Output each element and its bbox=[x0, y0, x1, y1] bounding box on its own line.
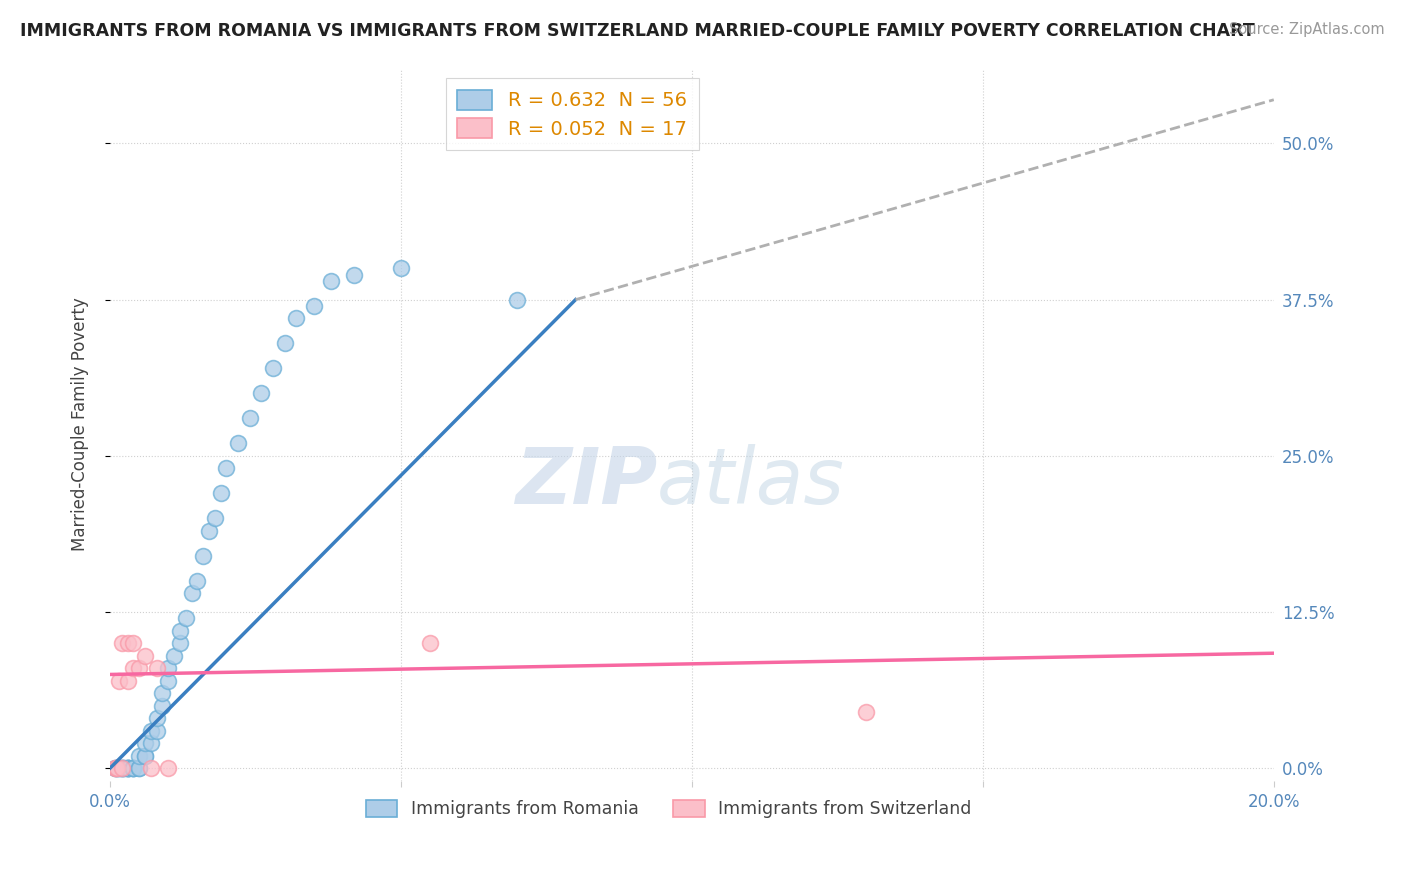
Point bbox=[117, 636, 139, 650]
Point bbox=[122, 636, 145, 650]
Point bbox=[134, 648, 156, 663]
Point bbox=[239, 411, 262, 425]
Point bbox=[180, 586, 202, 600]
Point bbox=[193, 549, 215, 563]
Point bbox=[204, 511, 226, 525]
Text: ZIP: ZIP bbox=[515, 443, 657, 519]
Point bbox=[145, 661, 167, 675]
Point bbox=[111, 761, 134, 775]
Point bbox=[105, 761, 128, 775]
Point bbox=[134, 748, 156, 763]
Point bbox=[302, 299, 325, 313]
Point bbox=[104, 761, 127, 775]
Point bbox=[157, 673, 180, 688]
Point bbox=[117, 673, 139, 688]
Point bbox=[157, 661, 180, 675]
Point bbox=[419, 636, 441, 650]
Point bbox=[139, 761, 162, 775]
Text: Source: ZipAtlas.com: Source: ZipAtlas.com bbox=[1229, 22, 1385, 37]
Point bbox=[152, 698, 174, 713]
Point bbox=[128, 761, 150, 775]
Point bbox=[186, 574, 208, 588]
Point bbox=[273, 336, 295, 351]
Point bbox=[250, 386, 273, 401]
Y-axis label: Married-Couple Family Poverty: Married-Couple Family Poverty bbox=[72, 298, 89, 551]
Point bbox=[122, 761, 145, 775]
Point bbox=[117, 761, 139, 775]
Point bbox=[107, 761, 129, 775]
Point bbox=[104, 761, 127, 775]
Point bbox=[139, 723, 162, 738]
Point bbox=[389, 261, 412, 276]
Point bbox=[105, 761, 128, 775]
Point bbox=[111, 761, 134, 775]
Point bbox=[111, 761, 134, 775]
Point bbox=[134, 736, 156, 750]
Point bbox=[117, 761, 139, 775]
Point bbox=[855, 705, 877, 719]
Point bbox=[152, 686, 174, 700]
Point bbox=[104, 761, 127, 775]
Point bbox=[111, 761, 134, 775]
Point bbox=[128, 761, 150, 775]
Point bbox=[128, 748, 150, 763]
Point bbox=[145, 711, 167, 725]
Point bbox=[226, 436, 249, 450]
Point bbox=[163, 648, 186, 663]
Point bbox=[209, 486, 232, 500]
Point bbox=[104, 761, 127, 775]
Point bbox=[169, 636, 191, 650]
Legend: Immigrants from Romania, Immigrants from Switzerland: Immigrants from Romania, Immigrants from… bbox=[359, 793, 979, 825]
Point bbox=[321, 274, 343, 288]
Point bbox=[343, 268, 366, 282]
Point bbox=[117, 761, 139, 775]
Point bbox=[157, 761, 180, 775]
Point bbox=[114, 761, 136, 775]
Point bbox=[122, 761, 145, 775]
Point bbox=[122, 761, 145, 775]
Point bbox=[107, 761, 129, 775]
Point bbox=[145, 723, 167, 738]
Point bbox=[117, 761, 139, 775]
Point bbox=[134, 748, 156, 763]
Point bbox=[169, 624, 191, 638]
Point bbox=[107, 673, 129, 688]
Point bbox=[122, 761, 145, 775]
Point bbox=[122, 661, 145, 675]
Point bbox=[262, 361, 284, 376]
Point bbox=[198, 524, 221, 538]
Point bbox=[111, 636, 134, 650]
Text: IMMIGRANTS FROM ROMANIA VS IMMIGRANTS FROM SWITZERLAND MARRIED-COUPLE FAMILY POV: IMMIGRANTS FROM ROMANIA VS IMMIGRANTS FR… bbox=[20, 22, 1254, 40]
Point bbox=[139, 736, 162, 750]
Point bbox=[117, 761, 139, 775]
Point bbox=[128, 661, 150, 675]
Point bbox=[111, 761, 134, 775]
Point bbox=[174, 611, 197, 625]
Point bbox=[215, 461, 238, 475]
Point bbox=[104, 761, 127, 775]
Text: atlas: atlas bbox=[657, 443, 845, 519]
Point bbox=[506, 293, 529, 307]
Point bbox=[285, 311, 308, 326]
